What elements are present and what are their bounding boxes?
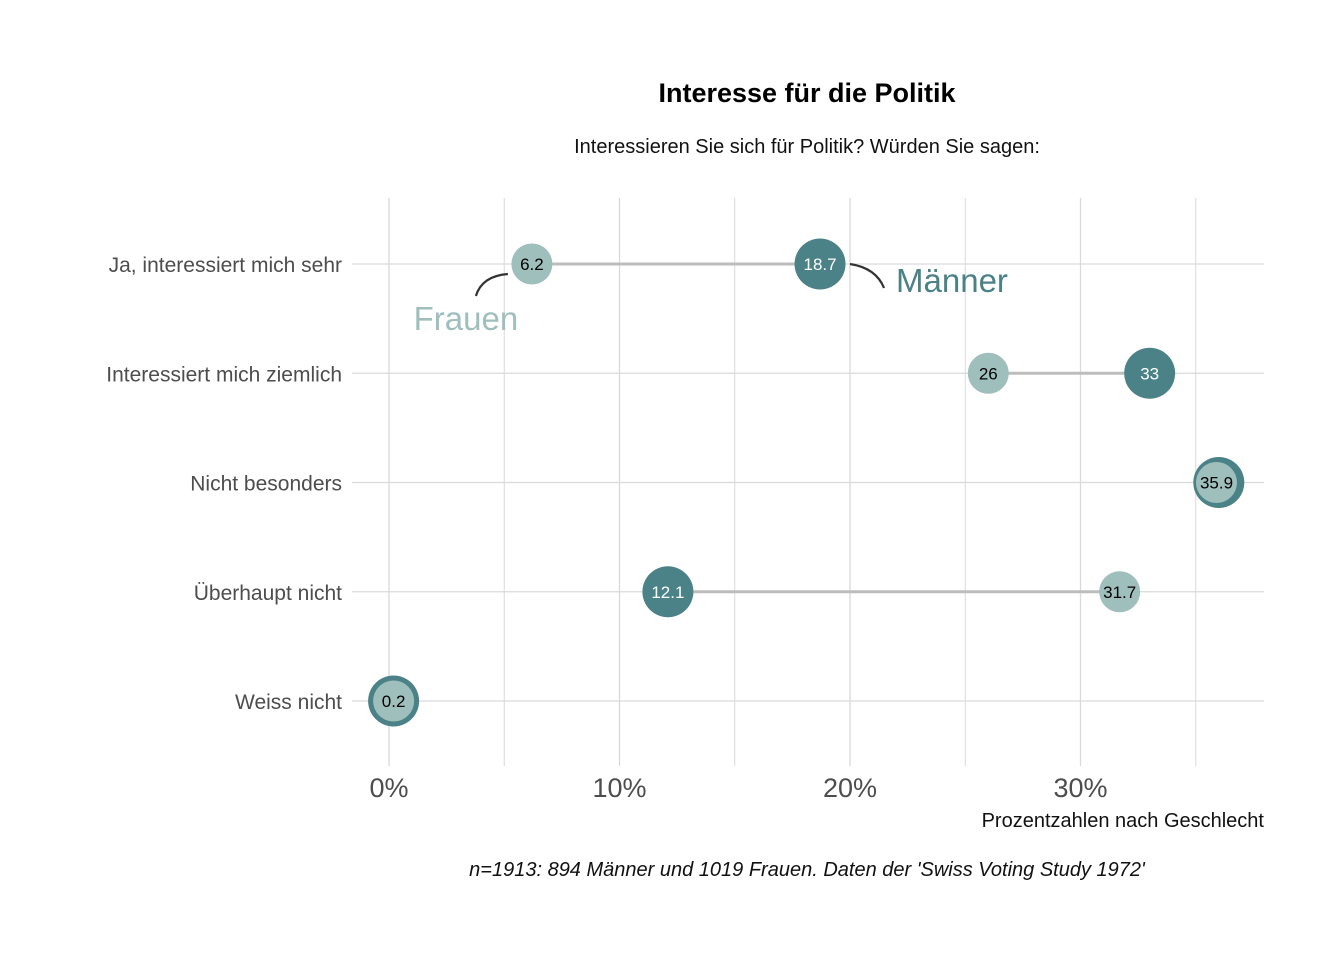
point-frauen	[1195, 462, 1237, 503]
series-annotations: Frauen Männer	[414, 262, 1008, 337]
y-tick-label: Ja, interessiert mich sehr	[109, 254, 342, 277]
point-frauen	[373, 680, 415, 722]
data-label-frauen: 6.2	[520, 255, 544, 274]
data-label-maenner: 18.7	[803, 255, 836, 274]
data-label-frauen: 35.9	[1200, 474, 1233, 493]
chart-caption: n=1913: 894 Männer und 1019 Frauen. Date…	[469, 859, 1146, 881]
data-label-maenner: 33	[1140, 364, 1159, 383]
point-frauen	[1099, 571, 1141, 613]
x-axis-label: Prozentzahlen nach Geschlecht	[982, 810, 1265, 832]
maenner-callout-line	[849, 262, 886, 289]
y-tick-label: Interessiert mich ziemlich	[106, 363, 342, 386]
point-frauen	[967, 352, 1009, 394]
x-tick-label: 30%	[1053, 773, 1107, 803]
x-tick-label: 20%	[823, 773, 877, 803]
connector-lines	[531, 262, 1219, 594]
y-tick-label: Nicht besonders	[190, 473, 342, 496]
y-tick-label: Überhaupt nicht	[194, 582, 342, 605]
point-maenner	[794, 238, 846, 290]
maenner-series-label: Männer	[896, 262, 1008, 299]
y-axis-ticks: Ja, interessiert mich sehr Interessiert m…	[106, 254, 342, 714]
x-tick-label: 10%	[592, 773, 646, 803]
point-maenner	[1124, 347, 1176, 399]
data-points: 18.7 6.2 33 26 35.9 12.1 31.7 0.2	[368, 238, 1245, 727]
data-label-frauen: 31.7	[1103, 583, 1136, 602]
point-frauen	[511, 243, 553, 285]
frauen-series-label: Frauen	[414, 300, 519, 337]
chart-title: Interesse für die Politik	[658, 78, 956, 108]
x-tick-label: 0%	[369, 773, 408, 803]
y-tick-label: Weiss nicht	[235, 691, 342, 714]
x-axis-ticks: 0% 10% 20% 30%	[369, 773, 1107, 803]
frauen-callout-line	[474, 272, 508, 297]
data-label-frauen: 26	[979, 364, 998, 383]
data-label-frauen: 0.2	[382, 692, 406, 711]
point-maenner	[642, 566, 694, 618]
data-label-maenner: 12.1	[651, 583, 684, 602]
chart-subtitle: Interessieren Sie sich für Politik? Würd…	[574, 136, 1040, 158]
